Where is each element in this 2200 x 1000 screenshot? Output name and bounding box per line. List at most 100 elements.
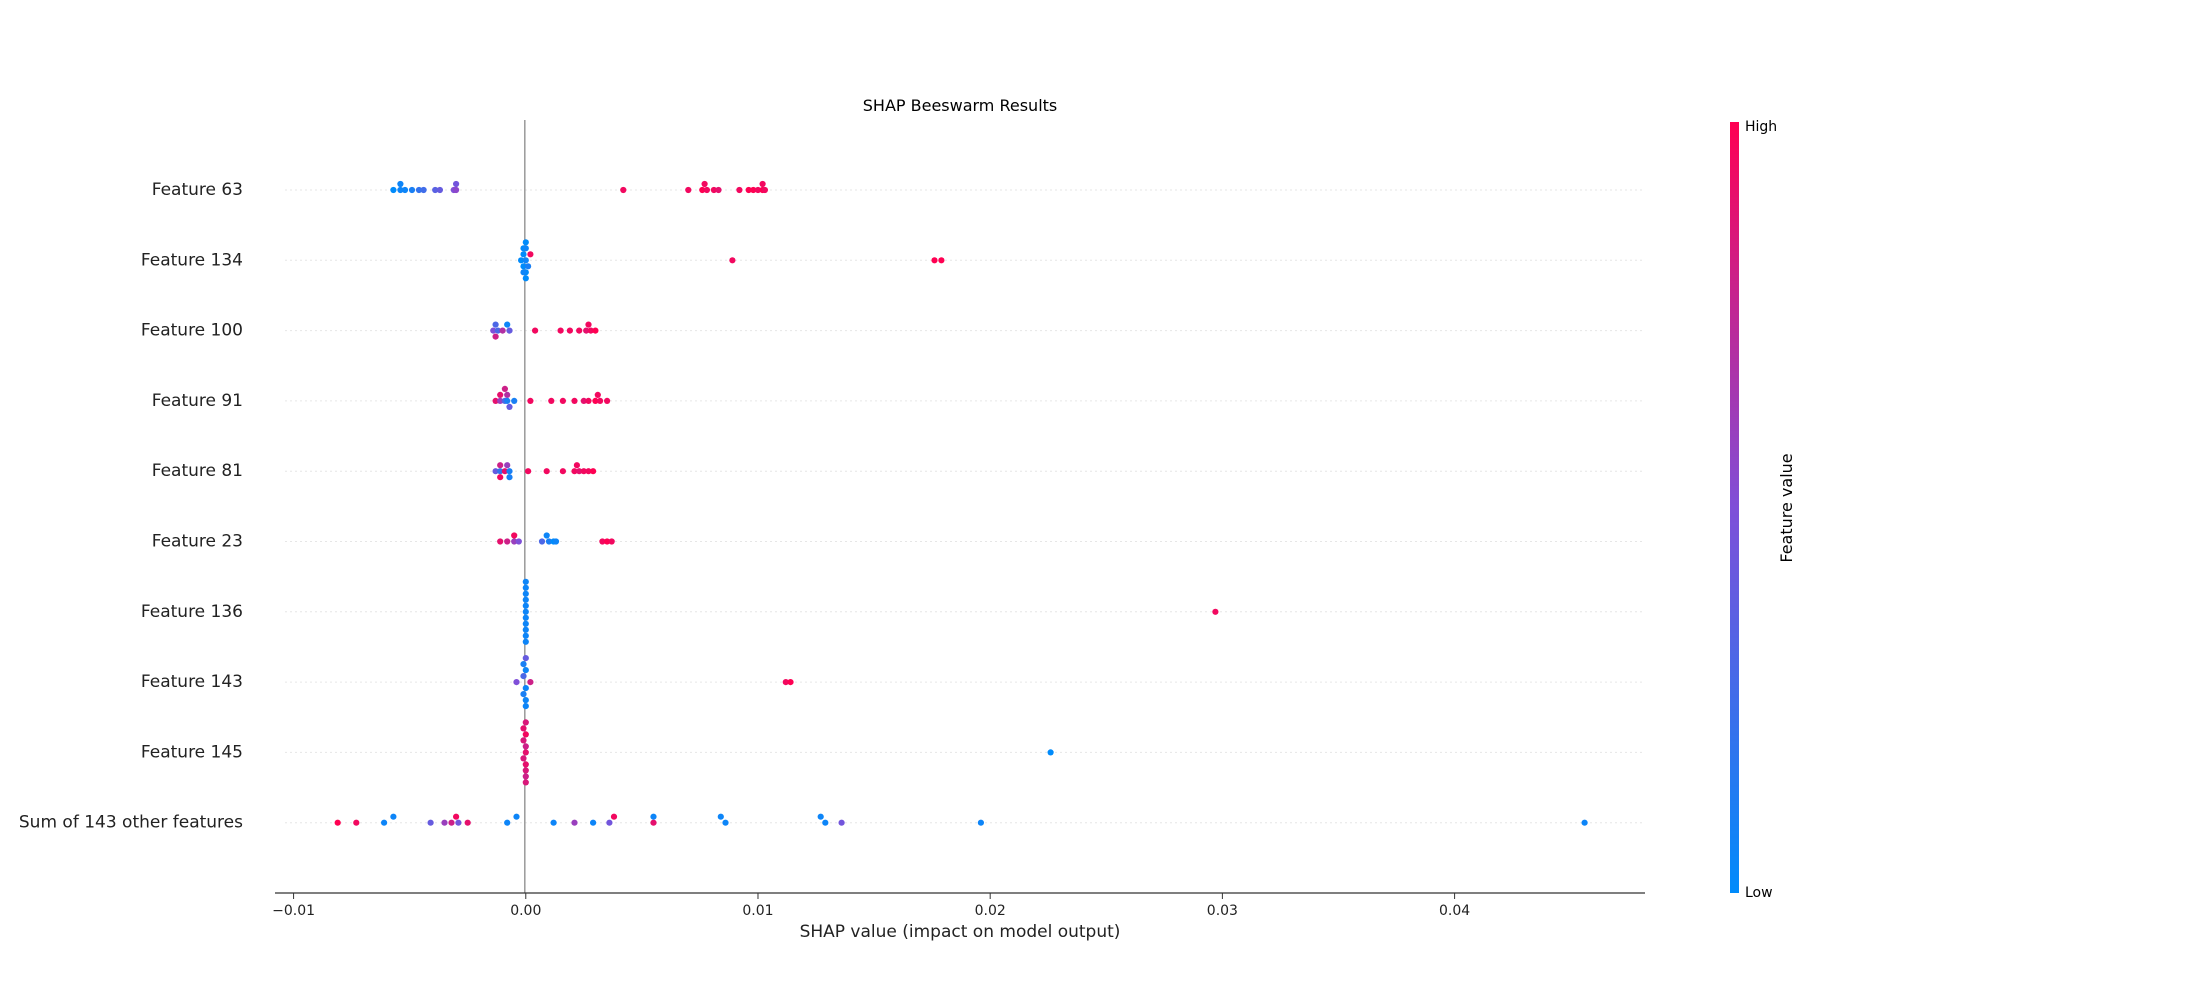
shap-point (1212, 608, 1219, 615)
shap-point (620, 186, 627, 194)
shap-point (729, 257, 736, 264)
shap-point (522, 620, 529, 627)
shap-point (390, 186, 397, 194)
shap-point (782, 679, 789, 686)
shap-point (520, 251, 527, 258)
shap-point (381, 819, 388, 826)
shap-point (494, 327, 501, 334)
shap-point (522, 239, 529, 246)
shap-point (787, 679, 794, 686)
row-gridlines (285, 189, 1645, 824)
shap-point (606, 819, 613, 826)
shap-point (520, 263, 527, 270)
shap-point (511, 538, 518, 545)
shap-point (504, 391, 511, 398)
shap-point (571, 819, 578, 826)
shap-point (715, 186, 722, 194)
shap-point (492, 333, 499, 340)
shap-point (415, 186, 423, 194)
colorbar-low-label: Low (1745, 885, 1773, 901)
shap-point (587, 327, 594, 334)
shap-point (427, 819, 434, 826)
shap-point (592, 327, 599, 334)
shap-point (754, 186, 762, 194)
shap-point (504, 462, 511, 469)
x-axis-label: SHAP value (impact on model output) (800, 922, 1121, 942)
shap-point (525, 468, 532, 475)
shap-point (506, 327, 513, 334)
x-tick-label: 0.04 (1439, 903, 1470, 919)
shap-point (506, 468, 513, 475)
shap-point (543, 468, 550, 475)
feature-label: Feature 134 (141, 250, 243, 270)
shap-point (504, 538, 511, 545)
shap-point (522, 596, 529, 603)
shap-point (492, 468, 499, 475)
shap-point (497, 391, 504, 398)
shap-point (520, 755, 527, 762)
shap-point (520, 673, 527, 680)
shap-point (522, 614, 529, 621)
shap-point (501, 385, 508, 392)
shap-point (520, 269, 527, 276)
shap-point (390, 813, 397, 820)
shap-point (685, 186, 692, 194)
shap-point (703, 186, 711, 194)
shap-point (604, 397, 611, 404)
shap-point (590, 468, 597, 475)
shap-point (701, 180, 708, 188)
shap-point (1047, 749, 1054, 756)
shap-point (408, 186, 416, 194)
x-tick-label: 0.01 (742, 903, 773, 919)
shap-point (522, 719, 529, 726)
shap-point (522, 626, 529, 633)
shap-point (576, 327, 583, 334)
shap-point (838, 819, 845, 826)
shap-point (722, 819, 729, 826)
shap-point (576, 468, 583, 475)
shap-point (759, 180, 766, 188)
shap-point (590, 819, 597, 826)
x-ticks: −0.01 0.00 0.01 0.02 0.03 0.04 (272, 893, 1470, 919)
shap-point (938, 257, 945, 264)
shap-point (522, 743, 529, 750)
shap-point (594, 391, 601, 398)
shap-point (522, 590, 529, 597)
shap-point (518, 257, 525, 264)
shap-point (525, 263, 532, 270)
shap-point (585, 468, 592, 475)
shap-point (599, 538, 606, 545)
shap-point (545, 538, 553, 545)
shap-point (931, 257, 938, 264)
feature-label: Feature 145 (141, 742, 243, 762)
shap-point (604, 538, 611, 545)
shap-point (522, 257, 529, 264)
shap-point (420, 186, 427, 194)
feature-label: Feature 91 (152, 391, 243, 411)
shap-point (1581, 819, 1588, 826)
shap-point (334, 819, 341, 826)
shap-point (522, 245, 529, 252)
shap-point (608, 538, 615, 545)
shap-point (504, 321, 511, 328)
shap-point (571, 468, 578, 475)
shap-point (522, 697, 529, 704)
shap-point (717, 813, 724, 820)
shap-point (520, 737, 527, 744)
feature-labels: Feature 63 Feature 134 Feature 100 Feature … (19, 180, 243, 833)
shap-point (585, 321, 592, 328)
shap-point (566, 327, 574, 334)
shap-point (583, 327, 590, 334)
shap-point (522, 655, 529, 662)
feature-label: Feature 100 (141, 321, 243, 341)
shap-point (499, 327, 506, 334)
shap-point (401, 186, 409, 194)
shap-point (492, 321, 499, 328)
shap-point (513, 813, 520, 820)
shap-point (559, 468, 567, 475)
shap-point (511, 532, 518, 539)
shap-point (557, 327, 564, 334)
shap-point (353, 819, 360, 826)
shap-point (506, 474, 513, 481)
